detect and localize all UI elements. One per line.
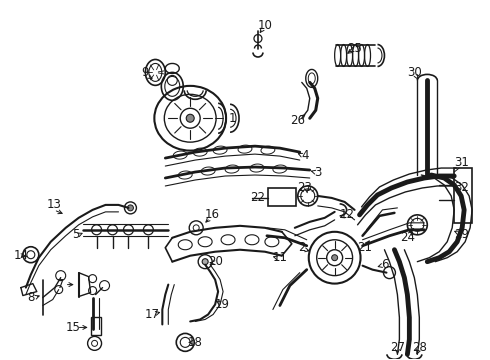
Text: 11: 11 <box>272 251 287 264</box>
Text: 1: 1 <box>228 112 236 125</box>
Text: 30: 30 <box>407 66 422 79</box>
Text: 4: 4 <box>301 149 309 162</box>
Text: 18: 18 <box>188 336 203 349</box>
Text: 2: 2 <box>298 241 306 254</box>
Text: 12: 12 <box>340 208 355 221</box>
Text: 5: 5 <box>72 228 79 241</box>
Bar <box>454 168 472 223</box>
Text: 8: 8 <box>27 291 34 304</box>
Text: 9: 9 <box>142 66 149 79</box>
Text: 16: 16 <box>205 208 220 221</box>
Text: 6: 6 <box>381 258 388 271</box>
Text: 23: 23 <box>297 181 312 194</box>
Bar <box>268 188 296 206</box>
Text: 10: 10 <box>257 19 272 32</box>
Text: 14: 14 <box>13 249 28 262</box>
Circle shape <box>186 114 194 122</box>
Circle shape <box>332 255 338 261</box>
Text: 7: 7 <box>57 278 65 291</box>
Text: 27: 27 <box>390 341 405 354</box>
Text: 32: 32 <box>454 181 468 194</box>
Text: 17: 17 <box>145 308 160 321</box>
Text: 3: 3 <box>314 166 321 179</box>
Text: 29: 29 <box>454 228 468 241</box>
Text: 20: 20 <box>208 255 222 268</box>
Text: 15: 15 <box>65 321 80 334</box>
Text: 25: 25 <box>347 42 362 55</box>
Circle shape <box>127 205 133 211</box>
Text: 22: 22 <box>250 192 266 204</box>
Text: 24: 24 <box>400 231 415 244</box>
Text: 28: 28 <box>412 341 427 354</box>
Circle shape <box>202 259 208 265</box>
Text: 21: 21 <box>357 241 372 254</box>
Text: 26: 26 <box>290 114 305 127</box>
Text: 31: 31 <box>454 156 468 168</box>
Bar <box>91 318 100 336</box>
Text: 13: 13 <box>46 198 61 211</box>
Text: 19: 19 <box>215 298 230 311</box>
